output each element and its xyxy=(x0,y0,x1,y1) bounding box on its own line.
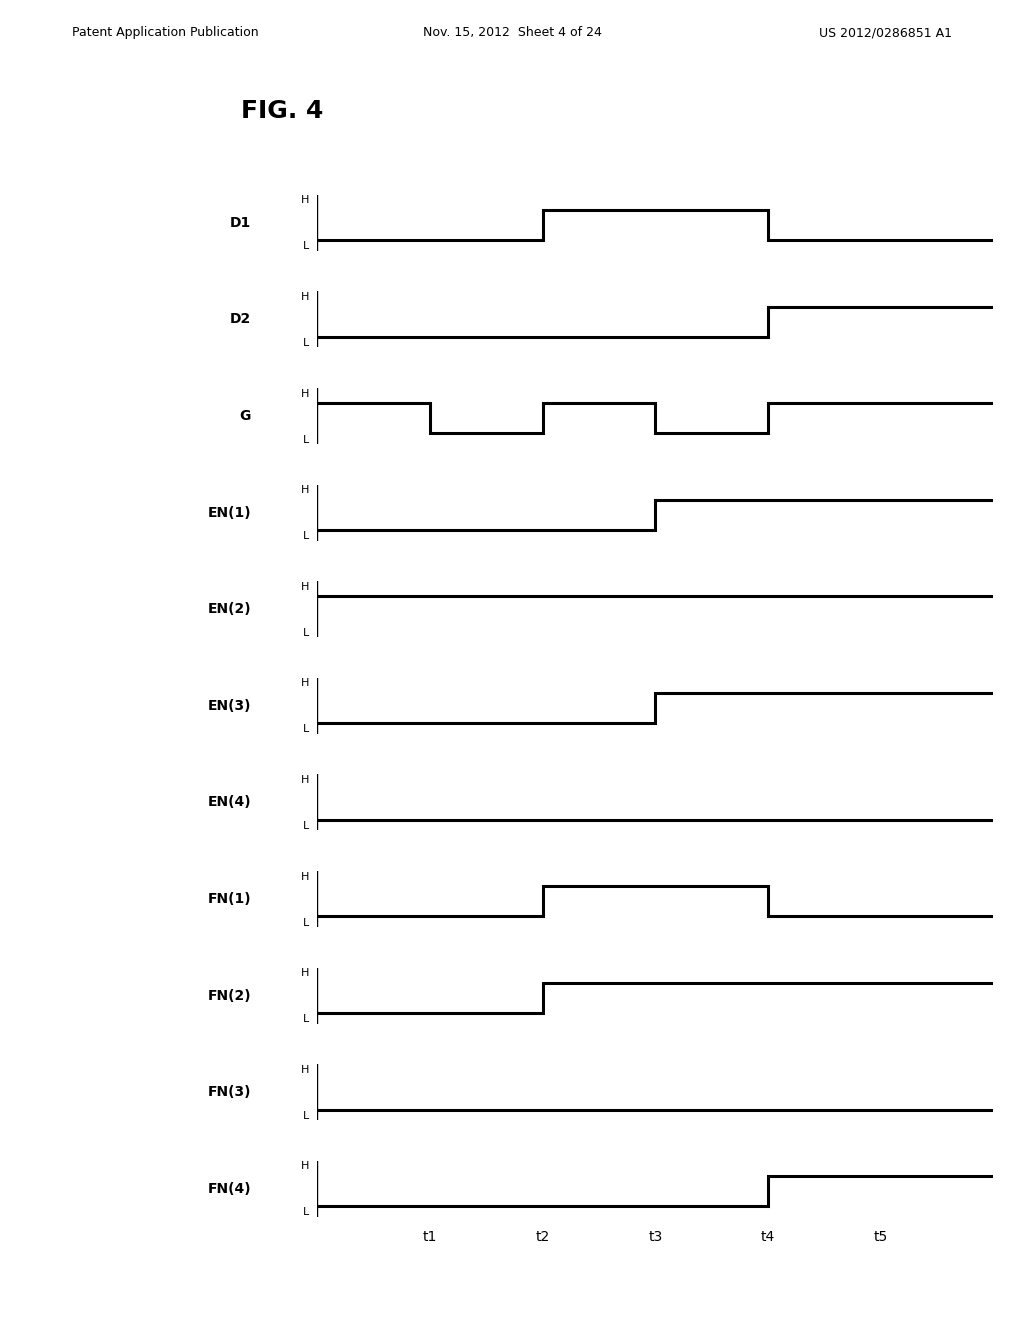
Text: D2: D2 xyxy=(229,313,251,326)
Text: D1: D1 xyxy=(229,215,251,230)
Text: EN(3): EN(3) xyxy=(208,698,251,713)
Text: L: L xyxy=(303,1208,309,1217)
Text: G: G xyxy=(240,409,251,422)
Text: t1: t1 xyxy=(423,1230,437,1243)
Text: L: L xyxy=(303,628,309,638)
Text: FN(4): FN(4) xyxy=(207,1181,251,1196)
Text: EN(4): EN(4) xyxy=(207,796,251,809)
Text: FN(1): FN(1) xyxy=(207,892,251,906)
Text: H: H xyxy=(301,871,309,882)
Text: L: L xyxy=(303,1110,309,1121)
Text: H: H xyxy=(301,388,309,399)
Text: H: H xyxy=(301,1065,309,1074)
Text: L: L xyxy=(303,242,309,251)
Text: FN(3): FN(3) xyxy=(208,1085,251,1100)
Text: H: H xyxy=(301,1162,309,1171)
Text: t2: t2 xyxy=(536,1230,550,1243)
Text: EN(2): EN(2) xyxy=(207,602,251,616)
Text: H: H xyxy=(301,582,309,591)
Text: L: L xyxy=(303,434,309,445)
Text: L: L xyxy=(303,821,309,830)
Text: EN(1): EN(1) xyxy=(207,506,251,520)
Text: L: L xyxy=(303,1014,309,1024)
Text: L: L xyxy=(303,531,309,541)
Text: t5: t5 xyxy=(873,1230,888,1243)
Text: Nov. 15, 2012  Sheet 4 of 24: Nov. 15, 2012 Sheet 4 of 24 xyxy=(423,26,601,40)
Text: US 2012/0286851 A1: US 2012/0286851 A1 xyxy=(819,26,952,40)
Text: L: L xyxy=(303,725,309,734)
Text: H: H xyxy=(301,775,309,785)
Text: Patent Application Publication: Patent Application Publication xyxy=(72,26,258,40)
Text: H: H xyxy=(301,678,309,689)
Text: H: H xyxy=(301,195,309,206)
Text: t3: t3 xyxy=(648,1230,663,1243)
Text: L: L xyxy=(303,338,309,348)
Text: H: H xyxy=(301,968,309,978)
Text: FIG. 4: FIG. 4 xyxy=(241,99,323,123)
Text: H: H xyxy=(301,292,309,302)
Text: t4: t4 xyxy=(761,1230,775,1243)
Text: L: L xyxy=(303,917,309,928)
Text: H: H xyxy=(301,486,309,495)
Text: FN(2): FN(2) xyxy=(207,989,251,1003)
